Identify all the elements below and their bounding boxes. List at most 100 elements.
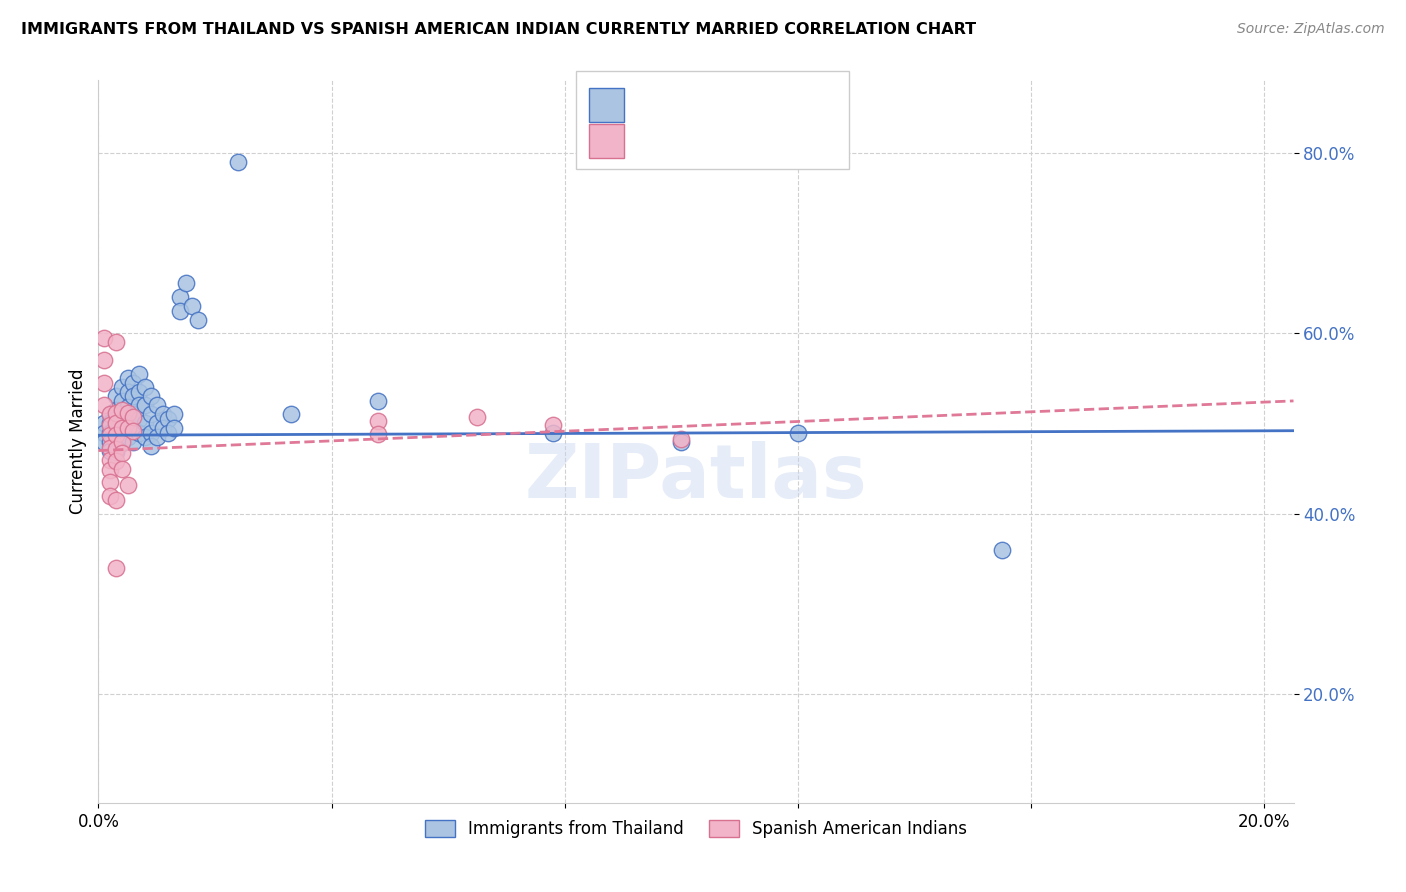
Point [367, 393, 389, 408]
Point [122, 410, 145, 425]
Point [122, 421, 145, 435]
Point [991, 542, 1014, 557]
Point [152, 421, 174, 435]
Point [111, 436, 134, 450]
Point [157, 412, 180, 426]
Point [111, 446, 134, 460]
Point [122, 434, 145, 449]
Point [122, 408, 145, 422]
Point [98, 408, 121, 422]
Point [98, 489, 121, 503]
Point [111, 461, 134, 475]
Point [145, 430, 167, 444]
Point [122, 389, 145, 403]
Point [93, 434, 115, 449]
Text: N = 35: N = 35 [759, 126, 827, 144]
Point [163, 421, 186, 435]
Y-axis label: Currently Married: Currently Married [69, 368, 87, 515]
Point [111, 434, 134, 449]
Point [117, 384, 139, 399]
Text: Source: ZipAtlas.com: Source: ZipAtlas.com [1237, 22, 1385, 37]
Point [104, 335, 127, 350]
Point [152, 408, 174, 422]
Point [104, 403, 127, 417]
Text: 0.028: 0.028 [682, 90, 740, 108]
Text: IMMIGRANTS FROM THAILAND VS SPANISH AMERICAN INDIAN CURRENTLY MARRIED CORRELATIO: IMMIGRANTS FROM THAILAND VS SPANISH AMER… [21, 22, 976, 37]
Point [134, 380, 156, 394]
Point [93, 425, 115, 440]
Point [145, 398, 167, 412]
Text: R =: R = [636, 90, 675, 108]
Point [104, 493, 127, 508]
Point [93, 331, 115, 345]
Point [541, 418, 564, 433]
Point [128, 398, 150, 412]
Point [787, 425, 810, 440]
Point [186, 312, 208, 326]
Point [98, 441, 121, 455]
Point [98, 425, 121, 440]
Point [541, 425, 564, 440]
Text: 0.131: 0.131 [682, 126, 738, 144]
Point [104, 428, 127, 442]
Point [104, 445, 127, 459]
Point [98, 417, 121, 431]
Legend: Immigrants from Thailand, Spanish American Indians: Immigrants from Thailand, Spanish Americ… [418, 814, 974, 845]
Point [117, 406, 139, 420]
Point [104, 406, 127, 420]
Point [367, 414, 389, 428]
Point [117, 430, 139, 444]
Point [111, 393, 134, 408]
Point [111, 421, 134, 435]
Point [134, 430, 156, 444]
Point [228, 154, 250, 169]
Point [128, 412, 150, 426]
Point [104, 434, 127, 449]
Point [98, 463, 121, 477]
Point [104, 442, 127, 456]
Point [117, 371, 139, 385]
Point [139, 439, 162, 453]
Point [111, 403, 134, 417]
Point [467, 410, 489, 425]
Point [122, 376, 145, 390]
Point [98, 408, 121, 422]
Point [104, 417, 127, 431]
Point [139, 425, 162, 440]
Point [117, 401, 139, 415]
Point [117, 421, 139, 435]
Point [169, 303, 191, 318]
Point [117, 478, 139, 492]
Point [163, 408, 186, 422]
Point [98, 443, 121, 458]
Text: ZIPatlas: ZIPatlas [524, 442, 868, 514]
Point [671, 432, 693, 446]
Point [157, 425, 180, 440]
Point [128, 425, 150, 440]
Text: R =: R = [636, 126, 681, 144]
Point [104, 412, 127, 426]
Point [98, 475, 121, 490]
Point [117, 417, 139, 431]
Point [93, 376, 115, 390]
Point [104, 454, 127, 468]
Point [98, 434, 121, 449]
Point [180, 299, 202, 313]
Point [367, 427, 389, 442]
Point [93, 417, 115, 431]
Text: N = 63: N = 63 [759, 90, 827, 108]
Point [128, 367, 150, 381]
Point [111, 421, 134, 435]
Point [111, 380, 134, 394]
Point [134, 417, 156, 431]
Point [98, 418, 121, 433]
Point [104, 389, 127, 403]
Point [104, 561, 127, 575]
Point [93, 398, 115, 412]
Point [104, 421, 127, 435]
Point [122, 424, 145, 438]
Point [93, 353, 115, 368]
Point [169, 290, 191, 304]
Point [139, 408, 162, 422]
Point [98, 452, 121, 467]
